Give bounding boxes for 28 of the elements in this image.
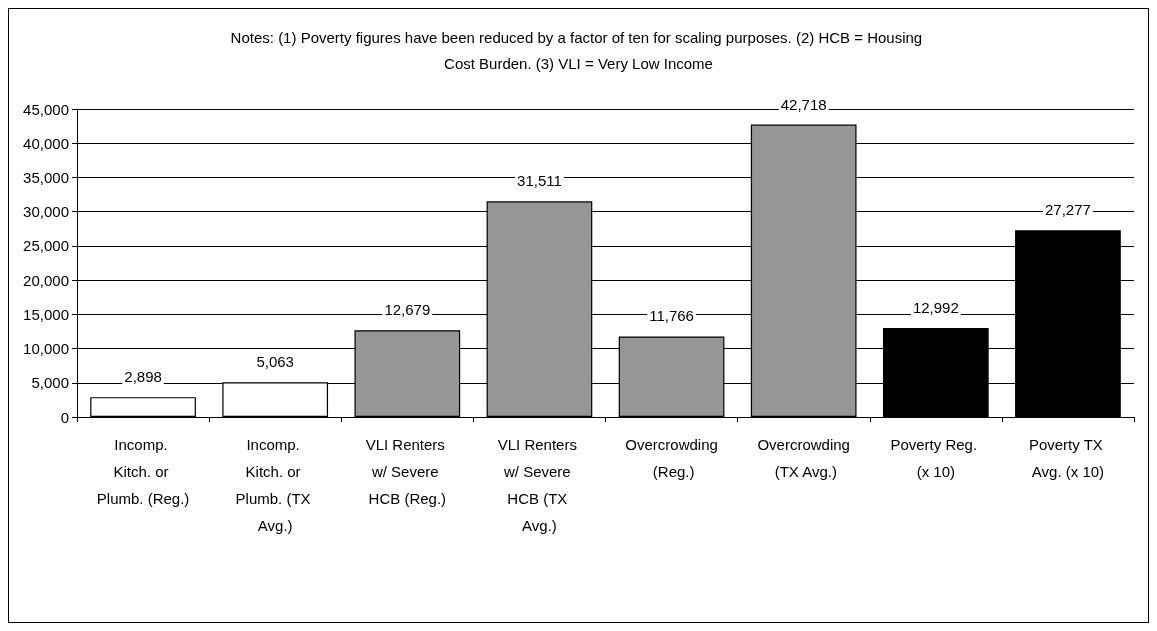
data-label: 12,992 [912,299,959,317]
bar [90,397,196,417]
data-label: 12,679 [384,301,431,319]
y-tick-label: 20,000 [23,271,69,289]
data-label: 2,898 [124,368,162,386]
y-tick-label: 0 [60,408,69,426]
y-tick-label: 15,000 [23,305,69,323]
data-label: 27,277 [1044,201,1091,219]
y-tick-label: 5,000 [31,374,69,392]
x-tick-label: Poverty Reg. (x 10) [890,436,982,480]
x-tick-label: Incomp. Kitch. or Plumb. (TX Avg.) [235,436,315,534]
x-tick-label: Overcrowding (TX Avg.) [757,436,850,480]
y-tick-label: 45,000 [23,100,69,118]
y-tick-label: 35,000 [23,168,69,186]
y-tick-label: 30,000 [23,203,69,221]
data-label: 42,718 [780,95,827,113]
data-label: 5,063 [256,353,294,371]
y-tick-label: 40,000 [23,134,69,152]
data-label: 31,511 [517,172,562,190]
x-tick-label: Incomp. Kitch. or Plumb. (Reg.) [96,436,190,507]
x-tick-label: VLI Renters w/ Severe HCB (Reg.) [365,436,449,507]
y-tick-label: 25,000 [23,237,69,255]
chart-title: Notes: (1) Poverty figures have been reduced by a factor of ten for scaling purposes. (2) HCB = Housing Cost Burden. (3) VLI = Very Low Income [230,28,927,72]
x-tick-label: Poverty TX Avg. (x 10) [1028,436,1107,480]
x-tick-label: VLI Renters w/ Severe HCB (TX Avg.) [497,436,582,534]
data-label: 11,766 [649,307,694,325]
y-tick-label: 10,000 [23,340,69,358]
x-tick-label: Overcrowding (Reg.) [625,436,718,480]
